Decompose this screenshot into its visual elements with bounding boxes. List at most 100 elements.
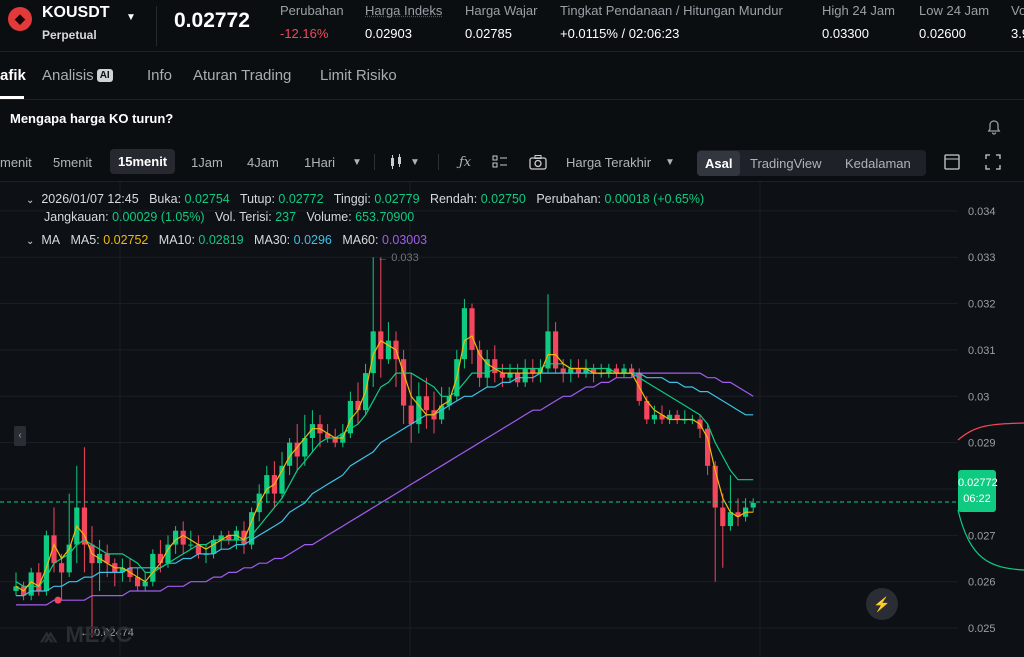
chevron-down-icon[interactable]: ▼ bbox=[352, 157, 362, 168]
bell-icon[interactable] bbox=[986, 119, 1002, 135]
stat-label[interactable]: Tingkat Pendanaan / Hitungan Mundur bbox=[560, 3, 783, 18]
stat-label[interactable]: Harga Indeks bbox=[365, 3, 443, 18]
candle-body bbox=[644, 400, 650, 420]
collapse-left-icon[interactable]: ‹ bbox=[14, 426, 26, 446]
tab-trading-rules[interactable]: Aturan Trading bbox=[193, 67, 292, 84]
candle-body bbox=[720, 507, 726, 527]
layout-list-icon[interactable] bbox=[492, 154, 508, 170]
candle-body bbox=[712, 465, 718, 508]
ai-question-link[interactable]: Mengapa harga KO turun? bbox=[10, 111, 174, 126]
candle-body bbox=[241, 530, 247, 545]
ma10-value: 0.02819 bbox=[198, 233, 244, 247]
timeframe-1h[interactable]: 1Jam bbox=[191, 155, 223, 170]
view-tradingview[interactable]: TradingView bbox=[750, 156, 822, 171]
low-value: 0.02750 bbox=[480, 192, 526, 206]
candle-body bbox=[279, 465, 285, 494]
stat-value: 0.02903 bbox=[365, 26, 412, 41]
chevron-down-icon[interactable]: ⌄ bbox=[26, 236, 35, 247]
ma5-label: MA5: bbox=[70, 233, 100, 247]
ma60-line bbox=[16, 372, 754, 606]
depth-sell-curve bbox=[957, 422, 1024, 441]
last-price: 0.02772 bbox=[174, 9, 250, 32]
panel-layout-icon[interactable] bbox=[944, 154, 960, 170]
chevron-down-icon[interactable]: ⌄ bbox=[26, 195, 35, 206]
tab-risk-limit[interactable]: Limit Risiko bbox=[320, 67, 397, 84]
camera-icon[interactable] bbox=[529, 154, 547, 170]
low-marker-dot bbox=[54, 596, 62, 604]
candle-body bbox=[560, 368, 566, 374]
volume-value: 653.70900 bbox=[355, 210, 415, 224]
stat-value: 0.02785 bbox=[465, 26, 512, 41]
candle-body bbox=[347, 400, 353, 434]
ticker-header: ◆ KOUSDT Perpetual ▼ 0.02772 Perubahan -… bbox=[0, 0, 1024, 52]
filled-value: 237 bbox=[275, 210, 297, 224]
stat-volume: Vo 3.9 bbox=[1011, 3, 1024, 41]
timeframe-5m[interactable]: 5menit bbox=[53, 155, 93, 170]
price-type-select[interactable]: Harga Terakhir bbox=[566, 155, 652, 170]
indicator-fx-icon[interactable]: ƒx bbox=[459, 155, 472, 170]
candle-body bbox=[370, 331, 376, 374]
ma30-value: 0.0296 bbox=[293, 233, 332, 247]
current-price-label: 0.02772 bbox=[958, 477, 998, 489]
candle-type-icon[interactable] bbox=[388, 153, 410, 171]
fullscreen-icon[interactable] bbox=[985, 154, 1001, 170]
candle-body bbox=[355, 400, 361, 411]
candle-body bbox=[36, 572, 42, 591]
candle-body bbox=[507, 373, 513, 378]
timeframe-15m[interactable]: 15menit bbox=[110, 149, 176, 174]
candle-body bbox=[477, 349, 483, 378]
view-original[interactable]: Asal bbox=[697, 151, 741, 176]
chart-toolbar: menit 5menit 15menit 1Jam 4Jam 1Hari ▼ ▼… bbox=[0, 140, 1024, 182]
candle-body bbox=[287, 442, 293, 466]
candle-body bbox=[378, 331, 384, 360]
stat-value: 0.02600 bbox=[919, 26, 966, 41]
candle-body bbox=[119, 567, 125, 573]
y-tick-label: 0.027 bbox=[968, 530, 996, 542]
ma60-value: 0.03003 bbox=[381, 233, 428, 247]
tab-info[interactable]: Info bbox=[147, 67, 173, 84]
tab-analysis[interactable]: Analisis AI bbox=[42, 67, 113, 84]
high-marker-label: ← 0.033 bbox=[377, 252, 419, 264]
chevron-down-icon[interactable]: ▼ bbox=[410, 157, 420, 168]
coin-logo-icon: ◆ bbox=[8, 7, 32, 31]
candle-body bbox=[735, 512, 741, 517]
candle-body bbox=[264, 475, 270, 494]
divider bbox=[438, 154, 439, 170]
candlestick-chart[interactable]: 0.0340.0330.0320.0310.030.0290.0280.0270… bbox=[0, 182, 1024, 657]
candle-body bbox=[439, 405, 445, 420]
low-marker-label: ← 0.02474 bbox=[80, 627, 134, 639]
open-label: Buka: bbox=[149, 192, 182, 206]
ai-badge: AI bbox=[96, 69, 113, 82]
stat-fair-price: Harga Wajar 0.02785 bbox=[465, 3, 537, 41]
chevron-down-icon[interactable]: ▼ bbox=[126, 12, 136, 23]
tab-chart[interactable]: afik bbox=[0, 67, 26, 84]
timeframe-1d[interactable]: 1Hari bbox=[304, 155, 336, 170]
candle-body bbox=[621, 368, 627, 374]
price-chart[interactable]: 0.0340.0330.0320.0310.030.0290.0280.0270… bbox=[0, 182, 1024, 657]
candle-body bbox=[484, 359, 490, 378]
symbol-name[interactable]: KOUSDT bbox=[42, 4, 110, 21]
ma10-line bbox=[15, 363, 754, 587]
candle-body bbox=[188, 544, 194, 546]
candle-body bbox=[659, 414, 665, 420]
stat-value: -12.16% bbox=[280, 26, 329, 41]
timeframe-1m[interactable]: menit bbox=[0, 155, 32, 170]
divider bbox=[156, 6, 157, 46]
high-label: Tinggi: bbox=[333, 192, 371, 206]
candle-body bbox=[309, 424, 315, 438]
view-switch: Asal TradingView Kedalaman bbox=[697, 150, 926, 176]
ma10-label: MA10: bbox=[158, 233, 195, 247]
candle-body bbox=[165, 544, 171, 564]
y-tick-label: 0.034 bbox=[968, 206, 996, 218]
candle-body bbox=[492, 359, 498, 374]
stat-label[interactable]: Harga Wajar bbox=[465, 3, 538, 18]
countdown-label: 06:22 bbox=[963, 493, 991, 505]
view-depth[interactable]: Kedalaman bbox=[845, 156, 911, 171]
candle-body bbox=[195, 544, 201, 554]
chevron-down-icon[interactable]: ▼ bbox=[665, 157, 675, 168]
lightning-icon[interactable]: ⚡ bbox=[866, 588, 898, 620]
stat-label: Vo bbox=[1011, 3, 1024, 18]
filled-label: Vol. Terisi: bbox=[214, 210, 272, 224]
timeframe-4h[interactable]: 4Jam bbox=[247, 155, 279, 170]
candle-body bbox=[43, 535, 49, 591]
